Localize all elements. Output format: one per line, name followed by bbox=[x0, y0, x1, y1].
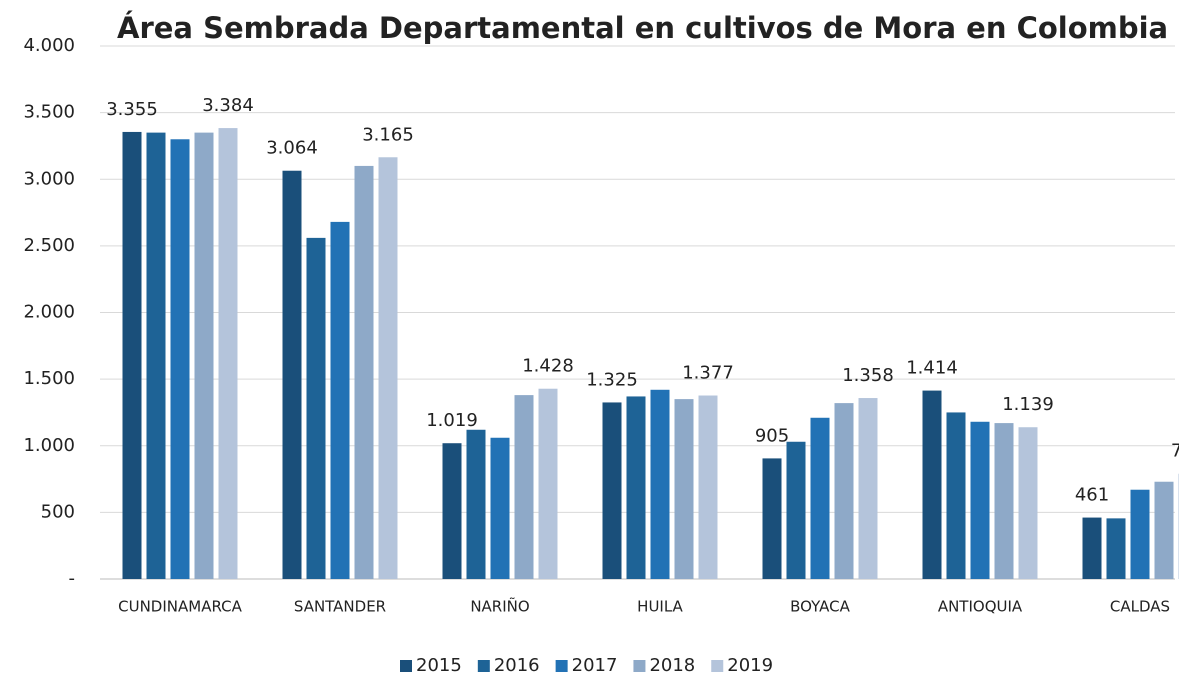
legend-swatch bbox=[711, 660, 724, 672]
bar bbox=[650, 389, 670, 579]
bar bbox=[786, 441, 806, 579]
value-label: 905 bbox=[755, 425, 789, 446]
bar bbox=[538, 388, 558, 579]
y-tick-label: 1.500 bbox=[23, 368, 75, 389]
x-tick-label: NARIÑO bbox=[470, 597, 529, 616]
bar bbox=[698, 395, 718, 579]
legend-swatch bbox=[400, 660, 412, 672]
y-tick-label: - bbox=[69, 568, 76, 589]
bar bbox=[122, 131, 142, 580]
bar bbox=[970, 421, 990, 579]
x-tick-label: HUILA bbox=[637, 598, 683, 616]
legend-swatch bbox=[555, 660, 568, 672]
x-tick-label: SANTANDER bbox=[294, 598, 386, 616]
bar bbox=[946, 412, 966, 579]
bar bbox=[994, 423, 1014, 579]
bar bbox=[514, 395, 534, 579]
value-label: 3.355 bbox=[106, 99, 158, 120]
bar bbox=[490, 437, 510, 579]
bar bbox=[1154, 481, 1174, 579]
value-label: 461 bbox=[1075, 485, 1109, 506]
y-tick-label: 4.000 bbox=[23, 35, 75, 56]
bar bbox=[330, 221, 350, 579]
x-tick-label: CALDAS bbox=[1110, 598, 1170, 616]
bar bbox=[1082, 517, 1102, 579]
value-label: 3.384 bbox=[202, 95, 254, 116]
y-tick-label: 500 bbox=[41, 501, 75, 522]
bar bbox=[378, 157, 398, 580]
x-tick-label: BOYACA bbox=[790, 598, 850, 616]
bar bbox=[922, 390, 942, 579]
value-label: 790 bbox=[1171, 441, 1179, 462]
value-label: 3.165 bbox=[362, 124, 414, 145]
value-label: 1.428 bbox=[522, 356, 574, 377]
legend-label: 2019 bbox=[727, 655, 773, 676]
legend-swatch bbox=[633, 660, 646, 672]
bar bbox=[218, 128, 238, 579]
bar bbox=[442, 443, 462, 579]
y-tick-label: 2.000 bbox=[23, 302, 75, 323]
bar bbox=[306, 237, 326, 579]
x-tick-label: CUNDINAMARCA bbox=[118, 598, 242, 616]
bar bbox=[858, 398, 878, 579]
bar bbox=[626, 396, 646, 579]
y-tick-label: 3.500 bbox=[23, 102, 75, 123]
bar bbox=[282, 170, 302, 580]
legend-label: 2018 bbox=[649, 655, 695, 676]
bar bbox=[1018, 427, 1038, 579]
legend-label: 2015 bbox=[416, 655, 462, 676]
value-label: 1.019 bbox=[426, 410, 478, 431]
bar bbox=[466, 429, 486, 579]
bar bbox=[674, 399, 694, 579]
bar bbox=[602, 402, 622, 579]
x-tick-label: ANTIOQUIA bbox=[938, 598, 1023, 616]
value-label: 1.414 bbox=[906, 358, 958, 379]
y-tick-label: 2.500 bbox=[23, 235, 75, 256]
value-label: 3.064 bbox=[266, 138, 318, 159]
y-tick-label: 3.000 bbox=[23, 168, 75, 189]
legend-label: 2016 bbox=[494, 655, 540, 676]
value-label: 1.377 bbox=[682, 363, 734, 384]
legend-swatch bbox=[477, 660, 490, 672]
chart-title: Área Sembrada Departamental en cultivos … bbox=[117, 11, 1168, 45]
value-label: 1.358 bbox=[842, 365, 894, 386]
bar bbox=[354, 165, 374, 580]
bar bbox=[810, 417, 830, 579]
bar bbox=[834, 403, 854, 579]
bar bbox=[194, 132, 214, 580]
value-label: 1.139 bbox=[1002, 394, 1054, 415]
bar bbox=[1130, 489, 1150, 579]
y-tick-label: 1.000 bbox=[23, 435, 75, 456]
bar bbox=[1106, 518, 1126, 579]
legend-label: 2017 bbox=[572, 655, 618, 676]
bar bbox=[170, 139, 190, 579]
bar bbox=[762, 458, 782, 579]
value-label: 1.325 bbox=[586, 369, 638, 390]
bar bbox=[146, 132, 166, 580]
